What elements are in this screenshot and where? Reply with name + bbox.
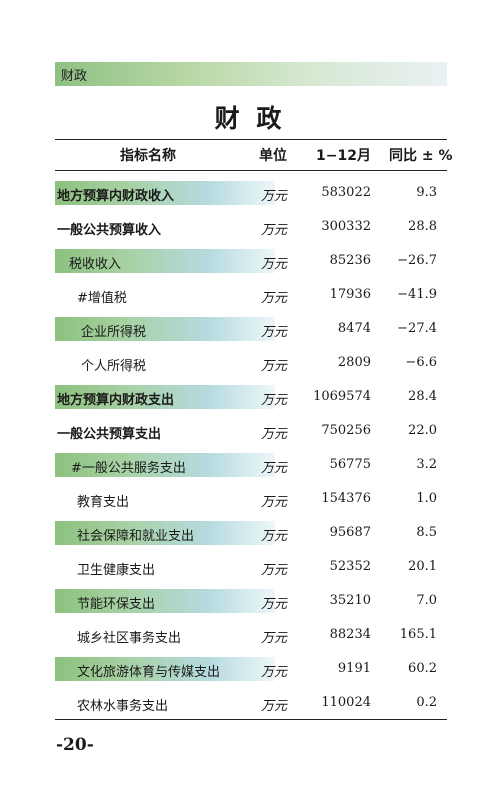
table-row: 节能环保支出 万元 35210 7.0 [55,589,447,613]
row-highlight [55,181,275,205]
row-value: 300332 [321,219,371,234]
row-value: 1069574 [313,389,371,404]
table-row: 一般公共预算收入 万元 300332 28.8 [55,215,447,239]
row-unit: 万元 [261,597,288,612]
row-name: 教育支出 [77,495,130,510]
row-highlight [55,385,275,409]
row-name: 社会保障和就业支出 [77,529,195,544]
row-name: #一般公共服务支出 [71,461,186,476]
section-header-band: 财政 [55,62,447,86]
row-yoy: 3.2 [416,457,437,472]
table-row: 农林水事务支出 万元 110024 0.2 [55,691,447,715]
row-unit: 万元 [261,223,288,238]
table-row: 卫生健康支出 万元 52352 20.1 [55,555,447,579]
row-value: 750256 [321,423,371,438]
row-value: 95687 [329,525,371,540]
row-unit: 万元 [261,563,288,578]
row-unit: 万元 [261,257,288,272]
row-value: 110024 [321,695,371,710]
column-header-unit: 单位 [259,148,287,164]
row-name: 节能环保支出 [77,597,156,612]
table-row: #一般公共服务支出 万元 56775 3.2 [55,453,447,477]
row-unit: 万元 [261,461,288,476]
section-label: 财政 [61,69,88,84]
row-yoy: 0.2 [416,695,437,710]
table-row: 一般公共预算支出 万元 750256 22.0 [55,419,447,443]
row-highlight [55,657,275,681]
row-name: 农林水事务支出 [77,699,169,714]
row-unit: 万元 [261,189,288,204]
row-value: 35210 [329,593,371,608]
row-yoy: 1.0 [416,491,437,506]
column-header-name: 指标名称 [120,148,176,164]
row-unit: 万元 [261,699,288,714]
table-row: 教育支出 万元 154376 1.0 [55,487,447,511]
table-row: 税收收入 万元 85236 −26.7 [55,249,447,273]
page-title: 财 政 [214,104,286,133]
table-row: 文化旅游体育与传媒支出 万元 9191 60.2 [55,657,447,681]
row-unit: 万元 [261,359,288,374]
table-row: 地方预算内财政收入 万元 583022 9.3 [55,181,447,205]
column-header-yoy: 同比 ± % [389,148,453,164]
row-name: 个人所得税 [81,359,147,374]
row-yoy: 28.4 [408,389,437,404]
row-highlight [55,453,275,477]
row-name: #增值税 [77,291,127,306]
row-value: 583022 [321,185,371,200]
table-row: 社会保障和就业支出 万元 95687 8.5 [55,521,447,545]
row-name: 一般公共预算收入 [57,223,162,238]
table-row: 个人所得税 万元 2809 −6.6 [55,351,447,375]
row-unit: 万元 [261,325,288,340]
table-row: 企业所得税 万元 8474 −27.4 [55,317,447,341]
row-value: 85236 [329,253,371,268]
row-unit: 万元 [261,495,288,510]
row-name: 城乡社区事务支出 [77,631,182,646]
page-number: -20- [56,735,94,755]
row-yoy: −26.7 [397,253,437,268]
table-row: #增值税 万元 17936 −41.9 [55,283,447,307]
table-header-rule [55,170,447,171]
row-yoy: 9.3 [416,185,437,200]
row-value: 8474 [337,321,371,336]
row-name: 卫生健康支出 [77,563,156,578]
table-row: 城乡社区事务支出 万元 88234 165.1 [55,623,447,647]
row-unit: 万元 [261,393,288,408]
row-yoy: 22.0 [408,423,437,438]
row-value: 9191 [337,661,371,676]
row-value: 2809 [337,355,371,370]
row-yoy: 60.2 [408,661,437,676]
column-header-period: 1−12月 [316,148,371,164]
table-top-rule [55,139,447,140]
row-yoy: 165.1 [399,627,437,642]
row-value: 17936 [329,287,371,302]
row-name: 文化旅游体育与传媒支出 [77,665,221,680]
row-unit: 万元 [261,291,288,306]
row-name: 地方预算内财政支出 [57,393,175,408]
table-bottom-rule [55,719,447,720]
row-yoy: −27.4 [397,321,437,336]
row-value: 56775 [329,457,371,472]
row-yoy: −41.9 [397,287,437,302]
row-value: 88234 [329,627,371,642]
table-row: 地方预算内财政支出 万元 1069574 28.4 [55,385,447,409]
row-value: 154376 [321,491,371,506]
row-yoy: 28.8 [408,219,437,234]
row-unit: 万元 [261,529,288,544]
row-name: 税收收入 [69,257,122,272]
row-name: 一般公共预算支出 [57,427,162,442]
row-highlight [55,317,275,341]
row-yoy: 20.1 [408,559,437,574]
row-highlight [55,521,275,545]
row-yoy: −6.6 [405,355,437,370]
row-unit: 万元 [261,631,288,646]
row-name: 地方预算内财政收入 [57,189,175,204]
row-value: 52352 [329,559,371,574]
row-unit: 万元 [261,665,288,680]
row-highlight [55,249,275,273]
row-yoy: 7.0 [416,593,437,608]
row-yoy: 8.5 [416,525,437,540]
row-unit: 万元 [261,427,288,442]
row-highlight [55,589,275,613]
row-name: 企业所得税 [81,325,147,340]
